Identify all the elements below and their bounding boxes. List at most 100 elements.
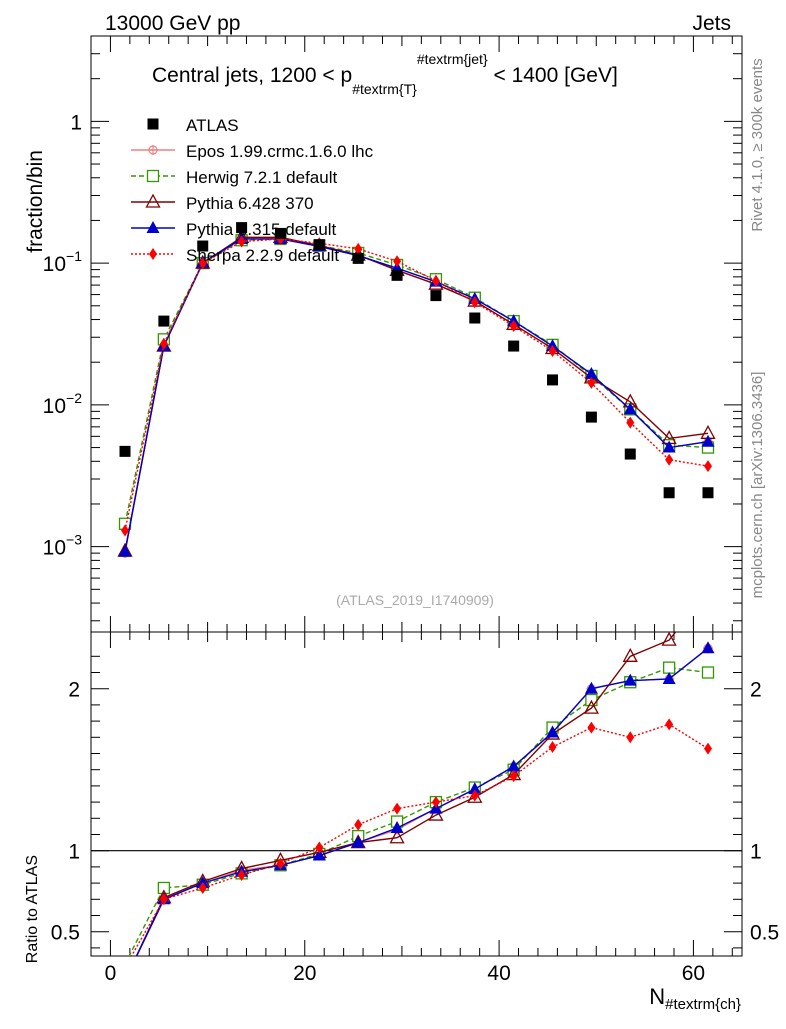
y-axis-label-bottom: Ratio to ATLAS xyxy=(24,855,41,963)
bottom-panel-data xyxy=(119,585,715,985)
point-ratio-pythia-8-315-default xyxy=(701,641,715,654)
x-tick-label: 60 xyxy=(682,962,705,985)
point-ratio-sherpa-2-2-9-default xyxy=(315,841,324,854)
y-tick-label-bottom-right: 2 xyxy=(750,679,762,702)
point-top-sherpa-2-2-9-default xyxy=(703,460,712,473)
legend-marker-epos-1-99-crmc-1-6-0-lhc xyxy=(148,145,158,155)
legend-marker-atlas xyxy=(147,118,159,130)
series-line-ratio-pythia-8-315-default xyxy=(135,647,709,956)
point-ratio-sherpa-2-2-9-default xyxy=(276,857,285,870)
legend-marker-herwig-7-2-1-default xyxy=(146,169,160,183)
point-top-atlas xyxy=(508,340,520,352)
point-top-pythia-8-315-default xyxy=(623,402,637,415)
legend-label-herwig-7-2-1-default: Herwig 7.2.1 default xyxy=(186,168,337,187)
series-line-top-pythia-6-428-370 xyxy=(124,236,709,552)
point-top-atlas xyxy=(119,445,131,457)
point-ratio-sherpa-2-2-9-default xyxy=(665,718,674,731)
y-tick-label-top: 10−2 xyxy=(43,390,83,418)
x-tick-label: 40 xyxy=(487,962,510,985)
point-top-atlas xyxy=(663,487,675,499)
point-top-atlas xyxy=(158,315,170,327)
point-top-sherpa-2-2-9-default xyxy=(548,344,557,357)
point-ratio-sherpa-2-2-9-default xyxy=(198,881,207,894)
point-ratio-pythia-8-315-default xyxy=(584,681,598,694)
x-tick-label: 20 xyxy=(293,962,316,985)
legend-label-pythia-6-428-370: Pythia 6.428 370 xyxy=(186,194,314,213)
legend-marker-pythia-8-315-default xyxy=(146,221,160,233)
point-ratio-sherpa-2-2-9-default xyxy=(548,741,557,754)
y-axis-label-top: fraction/bin xyxy=(24,150,47,253)
point-ratio-sherpa-2-2-9-default xyxy=(509,770,518,783)
point-ratio-pythia-6-428-370 xyxy=(661,632,677,646)
rivet-side-label: Rivet 4.1.0, ≥ 300k events xyxy=(749,58,766,231)
legend-marker-sherpa-2-2-9-default xyxy=(149,248,157,260)
point-ratio-sherpa-2-2-9-default xyxy=(393,802,402,815)
point-top-sherpa-2-2-9-default xyxy=(587,376,596,389)
point-top-sherpa-2-2-9-default xyxy=(626,416,635,429)
point-ratio-sherpa-2-2-9-default xyxy=(159,893,168,906)
point-top-sherpa-2-2-9-default xyxy=(470,296,479,309)
point-top-atlas xyxy=(391,269,403,281)
legend-label-epos-1-99-crmc-1-6-0-lhc: Epos 1.99.crmc.1.6.0 lhc xyxy=(186,142,374,161)
point-ratio-pythia-8-315-default xyxy=(662,671,676,684)
point-top-atlas xyxy=(547,374,559,386)
point-top-atlas xyxy=(352,252,364,264)
point-ratio-pythia-6-428-370 xyxy=(701,585,714,597)
legend-label-pythia-8-315-default: Pythia 8.315 default xyxy=(186,220,337,239)
point-top-sherpa-2-2-9-default xyxy=(354,242,363,255)
point-top-atlas xyxy=(585,411,597,423)
point-top-sherpa-2-2-9-default xyxy=(237,235,246,248)
point-ratio-sherpa-2-2-9-default xyxy=(626,731,635,744)
point-top-atlas xyxy=(624,448,636,460)
point-top-pythia-8-315-default xyxy=(701,434,715,447)
point-ratio-sherpa-2-2-9-default xyxy=(354,818,363,831)
point-ratio-herwig-7-2-1-default xyxy=(662,661,676,674)
point-ratio-sherpa-2-2-9-default xyxy=(470,789,479,802)
point-top-pythia-8-315-default xyxy=(662,440,676,453)
point-ratio-pythia-8-315-default xyxy=(390,821,404,834)
point-top-pythia-8-315-default xyxy=(584,367,598,380)
point-ratio-pythia-6-428-370 xyxy=(428,806,444,821)
point-ratio-pythia-6-428-370 xyxy=(583,699,599,714)
y-tick-label-top: 1 xyxy=(70,111,82,134)
series-line-top-sherpa-2-2-9-default xyxy=(124,238,709,531)
header-left: 13000 GeV pp xyxy=(105,12,240,35)
point-ratio-herwig-7-2-1-default xyxy=(120,959,131,970)
point-ratio-sherpa-2-2-9-default xyxy=(237,869,246,881)
y-tick-label-bottom: 0.5 xyxy=(51,922,80,945)
series-line-top-herwig-7-2-1-default xyxy=(124,238,709,524)
watermark: (ATLAS_2019_I1740909) xyxy=(336,592,494,608)
point-top-atlas xyxy=(197,240,209,252)
point-ratio-pythia-8-315-default xyxy=(468,782,482,795)
top-panel-data xyxy=(117,222,716,559)
point-top-atlas xyxy=(469,312,481,324)
point-ratio-pythia-8-315-default xyxy=(351,835,365,848)
chart-title: Central jets, 1200 < p#textrm{T}#textrm{… xyxy=(152,51,618,97)
point-top-atlas xyxy=(702,487,714,499)
series-line-ratio-pythia-6-428-370 xyxy=(135,632,677,956)
header-right: Jets xyxy=(692,12,731,35)
x-axis-label: N#textrm{ch} xyxy=(649,984,741,1013)
point-top-pythia-8-315-default xyxy=(118,544,132,557)
point-ratio-sherpa-2-2-9-default xyxy=(121,961,129,973)
point-ratio-pythia-8-315-default xyxy=(312,848,326,861)
legend-label-sherpa-2-2-9-default: Sherpa 2.2.9 default xyxy=(186,246,339,265)
point-ratio-herwig-7-2-1-default xyxy=(701,666,715,679)
point-ratio-pythia-8-315-default xyxy=(119,973,132,985)
x-tick-label: 0 xyxy=(105,962,117,985)
point-ratio-epos-1-99-crmc-1-6-0-lhc xyxy=(120,975,130,985)
y-tick-label-bottom-right: 0.5 xyxy=(750,922,779,945)
point-top-sherpa-2-2-9-default xyxy=(121,524,130,537)
y-tick-label-top: 10−3 xyxy=(43,532,83,560)
point-top-sherpa-2-2-9-default xyxy=(665,453,674,466)
point-top-sherpa-2-2-9-default xyxy=(159,337,168,350)
legend-label-atlas: ATLAS xyxy=(186,116,239,135)
point-ratio-pythia-8-315-default xyxy=(623,673,637,686)
mcplots-side-label: mcplots.cern.ch [arXiv:1306.3436] xyxy=(749,372,766,599)
point-top-sherpa-2-2-9-default xyxy=(431,274,440,287)
legend-marker-pythia-6-428-370 xyxy=(145,193,161,208)
y-tick-label-bottom: 2 xyxy=(68,679,80,702)
point-ratio-epos-1-99-crmc-1-6-0-lhc-ring xyxy=(121,976,129,984)
point-top-atlas xyxy=(236,222,248,234)
